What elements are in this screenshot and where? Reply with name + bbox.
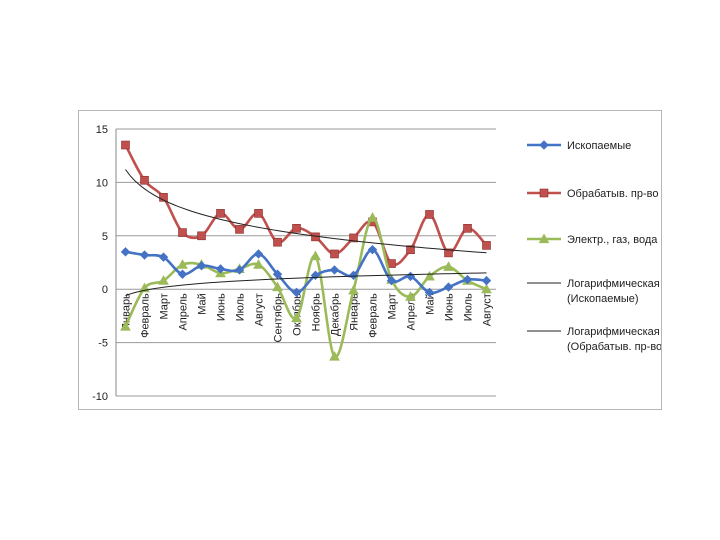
x-tick-label: Март [387, 293, 399, 319]
legend-label: Логарифмическая (Обрабатыв. пр-во) [567, 326, 661, 353]
data-point [121, 140, 130, 150]
x-tick-label: Апрель [178, 293, 190, 331]
data-point [120, 321, 131, 331]
x-tick-label: Август [254, 293, 266, 326]
data-point [329, 350, 340, 361]
series-line [124, 216, 488, 358]
data-point [234, 265, 245, 275]
data-point [424, 270, 435, 281]
y-axis: 15 10 5 0 -5 -10 [92, 124, 108, 403]
data-point [348, 284, 359, 295]
x-tick-label: Январь [121, 293, 133, 331]
data-point [158, 252, 169, 262]
y-tick-label: 0 [102, 284, 108, 296]
x-tick-label: Декабрь [330, 293, 342, 336]
data-point [253, 259, 264, 269]
data-point [273, 237, 282, 247]
x-tick-label: Ноябрь [311, 293, 323, 331]
data-point [405, 291, 416, 301]
x-tick-label: Сентябрь [273, 293, 285, 343]
chart-frame: 15 10 5 0 -5 -10 Январь Февраль Март Апрель Май Ию… [78, 110, 662, 410]
data-point [406, 245, 415, 254]
x-tick-label: Август [482, 293, 494, 326]
x-tick-label: Июль [463, 293, 475, 321]
trendline [125, 169, 487, 254]
trendline [125, 272, 487, 297]
y-tick-label: 15 [96, 124, 108, 136]
x-tick-label: Июнь [444, 293, 456, 321]
grid-layer [115, 128, 496, 397]
data-point [329, 265, 340, 275]
data-point [310, 250, 321, 261]
legend-label: Обрабатыв. пр-во [567, 188, 659, 200]
legend-marker [539, 140, 549, 150]
data-point [178, 228, 187, 237]
data-point [140, 175, 149, 185]
y-tick-label: 5 [102, 231, 108, 243]
data-point [215, 264, 226, 274]
data-point [386, 275, 397, 286]
data-point [120, 247, 131, 257]
x-tick-label: Февраль [368, 293, 380, 338]
x-tick-label: Май [425, 293, 437, 315]
data-point [349, 233, 358, 243]
data-point [481, 283, 492, 294]
data-point [272, 281, 283, 292]
data-point [424, 287, 435, 298]
legend-label: Электр., газ, вода [567, 234, 658, 246]
y-tick-label: 10 [96, 177, 108, 189]
data-point [196, 260, 207, 271]
data-point [482, 241, 491, 250]
x-axis: Январь Февраль Март Апрель Май Июнь Июль Август… [121, 293, 494, 343]
data-point [291, 312, 302, 323]
data-point [462, 274, 473, 285]
x-tick-label: Март [159, 293, 171, 319]
data-point [481, 275, 492, 286]
series-layer [120, 140, 492, 361]
x-tick-label: Май [197, 293, 209, 315]
data-point [177, 269, 188, 279]
series-line [125, 248, 487, 295]
legend-label: Логарифмическая (Ископаемые) [567, 278, 660, 305]
data-point [292, 224, 301, 233]
data-point [330, 249, 339, 259]
data-point [158, 275, 169, 285]
data-point [197, 231, 206, 241]
data-point [463, 224, 472, 233]
data-point [444, 248, 453, 258]
data-point [367, 244, 378, 255]
legend: Ископаемые Обрабатыв. пр-во Электр., газ, … [527, 140, 661, 353]
data-point [139, 250, 150, 260]
data-point [253, 249, 264, 259]
data-point [159, 193, 168, 202]
data-point [235, 225, 244, 234]
legend-label: Ископаемые [567, 140, 631, 152]
legend-marker [539, 188, 549, 198]
y-tick-label: -5 [98, 338, 108, 350]
y-tick-label: -10 [92, 391, 108, 403]
series-line [124, 144, 488, 266]
data-point [348, 270, 359, 281]
x-tick-label: Февраль [140, 293, 152, 338]
chart: 15 10 5 0 -5 -10 Январь Февраль Март Апрель Май Ию… [92, 124, 661, 403]
data-point [443, 282, 454, 292]
x-tick-label: Апрель [406, 293, 418, 331]
x-tick-label: Июнь [216, 293, 228, 321]
data-point [425, 210, 434, 219]
data-point [291, 287, 302, 298]
data-point [272, 269, 283, 279]
data-point [216, 209, 225, 218]
data-point [177, 259, 188, 269]
x-tick-label: Июль [235, 293, 247, 321]
data-point [443, 261, 454, 271]
legend-marker [538, 233, 550, 244]
data-point [367, 212, 378, 222]
data-point [254, 209, 263, 218]
